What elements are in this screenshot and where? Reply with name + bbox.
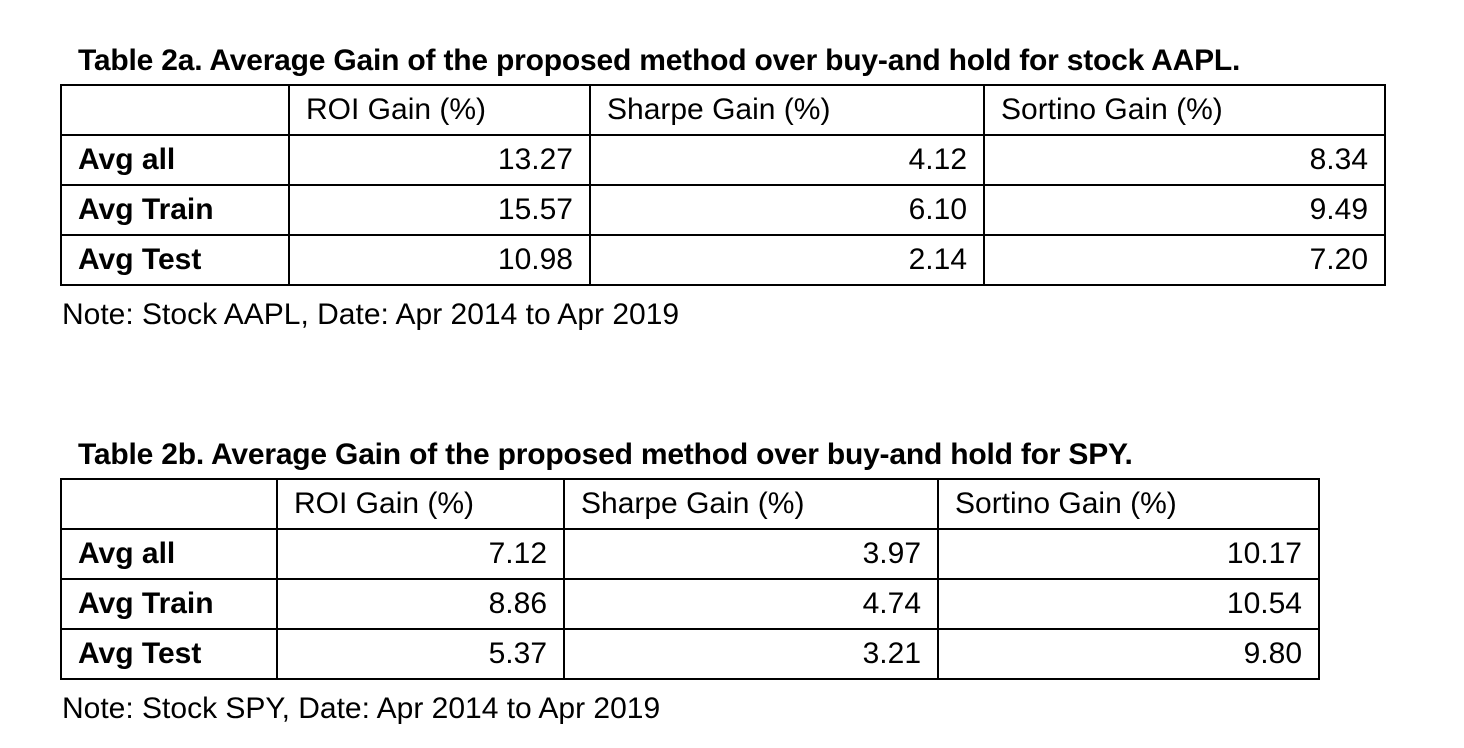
sortino-gain-cell: 8.34 [983, 134, 1386, 186]
header-sharpe-gain: Sharpe Gain (%) [589, 84, 985, 136]
row-label: Avg Train [60, 184, 290, 236]
table-2b-caption: Table 2b. Average Gain of the proposed m… [78, 438, 1133, 471]
sortino-gain-cell: 10.54 [937, 578, 1320, 630]
roi-gain-cell: 5.37 [276, 628, 565, 680]
sharpe-gain-cell: 4.74 [563, 578, 939, 630]
roi-gain-cell: 15.57 [288, 184, 591, 236]
table-2b: ROI Gain (%) Sharpe Gain (%) Sortino Gai… [60, 478, 1320, 680]
row-label: Avg all [60, 528, 278, 580]
sharpe-gain-cell: 3.97 [563, 528, 939, 580]
sortino-gain-cell: 9.49 [983, 184, 1386, 236]
row-label: Avg Test [60, 234, 290, 286]
table-header-row: ROI Gain (%) Sharpe Gain (%) Sortino Gai… [60, 84, 1386, 136]
header-sharpe-gain: Sharpe Gain (%) [563, 478, 939, 530]
sortino-gain-cell: 7.20 [983, 234, 1386, 286]
table-2a-caption: Table 2a. Average Gain of the proposed m… [78, 44, 1241, 77]
roi-gain-cell: 13.27 [288, 134, 591, 186]
row-label: Avg Train [60, 578, 278, 630]
row-label: Avg all [60, 134, 290, 186]
table-row: Avg Test 5.37 3.21 9.80 [60, 628, 1320, 680]
roi-gain-cell: 7.12 [276, 528, 565, 580]
header-roi-gain: ROI Gain (%) [288, 84, 591, 136]
sortino-gain-cell: 9.80 [937, 628, 1320, 680]
row-label: Avg Test [60, 628, 278, 680]
sharpe-gain-cell: 4.12 [589, 134, 985, 186]
table-2b-note: Note: Stock SPY, Date: Apr 2014 to Apr 2… [62, 692, 661, 725]
table-row: Avg Test 10.98 2.14 7.20 [60, 234, 1386, 286]
header-cell-empty [60, 478, 278, 530]
header-sortino-gain: Sortino Gain (%) [937, 478, 1320, 530]
table-row: Avg Train 8.86 4.74 10.54 [60, 578, 1320, 630]
sharpe-gain-cell: 6.10 [589, 184, 985, 236]
roi-gain-cell: 10.98 [288, 234, 591, 286]
table-2a-note: Note: Stock AAPL, Date: Apr 2014 to Apr … [62, 298, 680, 331]
table-header-row: ROI Gain (%) Sharpe Gain (%) Sortino Gai… [60, 478, 1320, 530]
sharpe-gain-cell: 3.21 [563, 628, 939, 680]
header-sortino-gain: Sortino Gain (%) [983, 84, 1386, 136]
table-row: Avg all 7.12 3.97 10.17 [60, 528, 1320, 580]
table-row: Avg Train 15.57 6.10 9.49 [60, 184, 1386, 236]
sharpe-gain-cell: 2.14 [589, 234, 985, 286]
header-cell-empty [60, 84, 290, 136]
sortino-gain-cell: 10.17 [937, 528, 1320, 580]
table-row: Avg all 13.27 4.12 8.34 [60, 134, 1386, 186]
header-roi-gain: ROI Gain (%) [276, 478, 565, 530]
roi-gain-cell: 8.86 [276, 578, 565, 630]
table-2a: ROI Gain (%) Sharpe Gain (%) Sortino Gai… [60, 84, 1386, 286]
